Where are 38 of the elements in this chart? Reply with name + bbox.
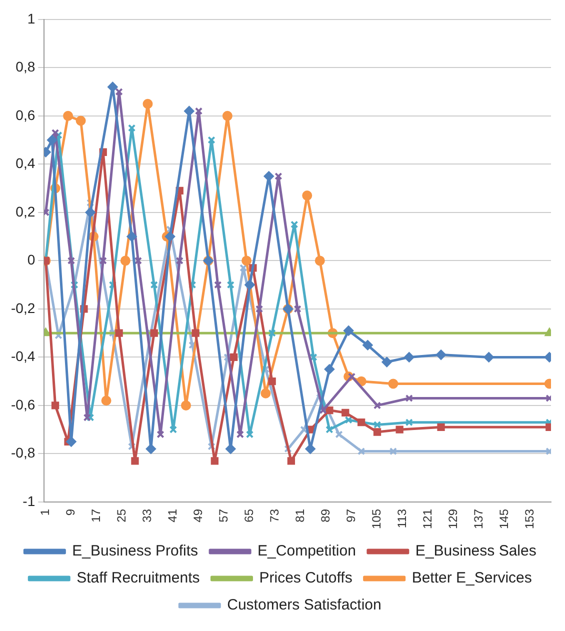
legend-label: Customers Satisfaction (227, 596, 382, 614)
x-tick-label: 9 (64, 508, 78, 516)
x-tick-label: 41 (166, 508, 180, 522)
legend-label: Prices Cutoffs (259, 570, 352, 587)
legend-label: E_Business Profits (72, 542, 198, 560)
y-tick-label: -1 (22, 492, 36, 509)
legend-label: E_Competition (258, 542, 356, 560)
x-tick-label: 89 (318, 508, 333, 522)
x-tick-label: 49 (191, 508, 206, 522)
x-tick-label: 33 (140, 508, 154, 522)
x-tick-label: 1 (38, 508, 52, 516)
x-tick-label: 65 (242, 508, 256, 522)
y-tick-label: 0,8 (16, 58, 36, 75)
x-tick-label: 129 (446, 508, 460, 530)
y-tick-label: -0,6 (11, 396, 36, 412)
x-tick-label: 137 (472, 508, 486, 530)
x-tick-label: 57 (216, 508, 231, 522)
legend-label: Staff Recruitments (76, 570, 200, 587)
y-tick-label: 0,6 (16, 106, 36, 123)
y-tick-label: 0 (27, 252, 36, 268)
x-tick-label: 97 (344, 508, 358, 522)
x-tick-label: 17 (89, 508, 104, 522)
y-tick-label: 1 (27, 10, 36, 26)
x-tick-label: 121 (420, 508, 435, 530)
y-tick-label: 0,2 (16, 203, 36, 220)
x-tick-label: 113 (395, 508, 410, 528)
y-tick-label: -0,4 (11, 348, 36, 364)
x-tick-label: 105 (370, 508, 384, 530)
legend-label: E_Business Sales (415, 542, 536, 560)
y-tick-label: -0,8 (11, 444, 36, 461)
x-tick-label: 153 (522, 508, 537, 530)
x-tick-label: 81 (293, 508, 308, 522)
x-tick-label: 25 (114, 508, 129, 522)
y-tick-label: -0,2 (11, 300, 36, 316)
x-tick-label: 73 (268, 508, 282, 522)
y-tick-label: 0,4 (16, 155, 36, 172)
legend-label: Better E_Services (412, 570, 532, 587)
x-tick-label: 145 (497, 508, 512, 530)
